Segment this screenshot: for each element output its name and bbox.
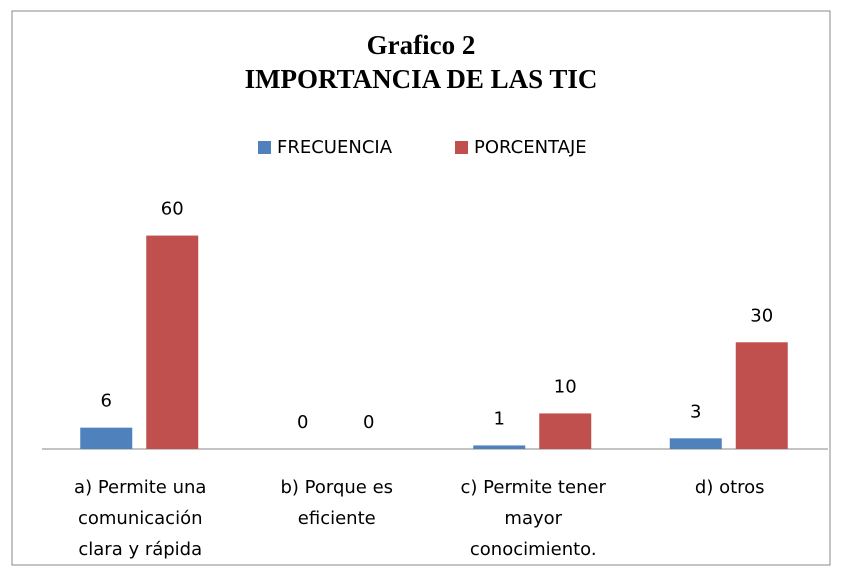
data-label: 0 (297, 412, 308, 433)
legend-label: PORCENTAJE (474, 137, 587, 158)
bar (669, 438, 722, 449)
x-tick-label: comunicación (78, 508, 203, 529)
x-tick-label: conocimiento. (470, 539, 597, 560)
data-label: 0 (363, 412, 374, 433)
x-tick-label: eficiente (298, 508, 376, 529)
x-tick-label: d) otros (695, 477, 765, 498)
data-label: 3 (690, 401, 701, 422)
x-tick-label: b) Porque es (280, 477, 393, 498)
legend-swatch (258, 141, 271, 154)
legend-label: FRECUENCIA (277, 137, 393, 158)
chart-title: IMPORTANCIA DE LAS TIC (245, 64, 598, 94)
bar (539, 413, 592, 449)
bar (146, 235, 199, 449)
x-tick-label: a) Permite una (74, 477, 206, 498)
data-label: 10 (554, 376, 577, 397)
bar (473, 445, 526, 449)
x-tick-label: mayor (504, 508, 562, 529)
data-label: 30 (750, 305, 773, 326)
data-label: 1 (494, 408, 505, 429)
legend-swatch (455, 141, 468, 154)
data-label: 60 (161, 199, 184, 220)
data-label: 6 (101, 391, 112, 412)
bar (735, 342, 788, 449)
bar (80, 427, 133, 449)
x-tick-label: clara y rápida (78, 539, 202, 560)
x-tick-label: c) Permite tener (461, 477, 607, 498)
chart-title: Grafico 2 (367, 30, 476, 60)
